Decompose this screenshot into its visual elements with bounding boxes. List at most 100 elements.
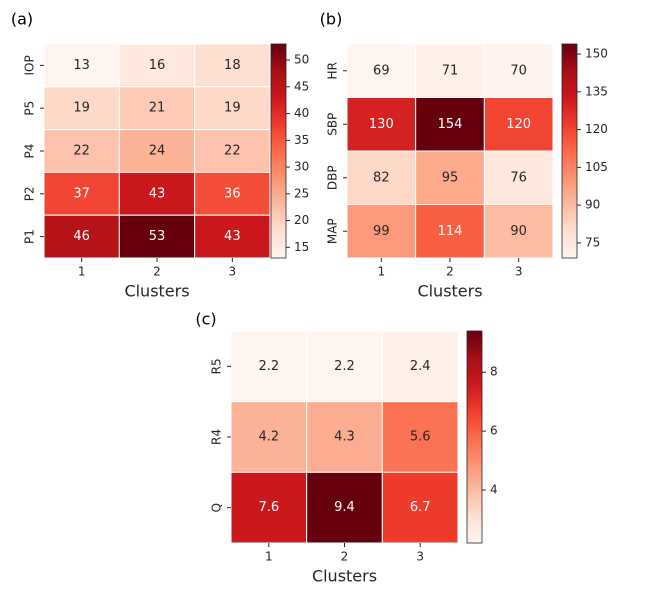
panel-a-x-tick-label: 2 xyxy=(153,265,161,279)
panel-a-cell-value: 16 xyxy=(149,58,166,73)
panel-c-cell xyxy=(306,330,383,403)
panel-a-cell xyxy=(194,43,271,88)
panel-c-label: (c) xyxy=(195,310,216,329)
panel-b-cell-value: 70 xyxy=(510,63,527,78)
panel-b-cell xyxy=(483,43,554,98)
panel-c-cell xyxy=(306,471,383,544)
panel-b-cell xyxy=(346,97,417,152)
panel-b-colorbar-tick-label: 90 xyxy=(585,198,600,212)
panel-c-y-tick-label: R5 xyxy=(210,358,224,374)
panel-a-y-tick-label: P5 xyxy=(23,101,37,116)
panel-c-y-tick-label: R4 xyxy=(210,429,224,445)
panel-b-cell-value: 154 xyxy=(438,117,463,132)
panel-b-cell-value: 130 xyxy=(369,117,394,132)
panel-c-cell-value: 6.7 xyxy=(410,500,431,515)
panel-a-cell xyxy=(194,171,271,216)
panel-c-x-tick-label: 1 xyxy=(265,550,273,564)
panel-b-y-tick-label: DBP xyxy=(326,165,340,190)
panel-a-colorbar-tick-label: 50 xyxy=(294,53,309,67)
panel-a-cell-value: 43 xyxy=(149,186,166,201)
panel-a-cell-value: 13 xyxy=(73,58,90,73)
panel-b-cell-value: 76 xyxy=(510,170,527,185)
panel-a-label: (a) xyxy=(11,10,33,29)
panel-b-cell xyxy=(415,97,485,152)
panel-a-cell-value: 43 xyxy=(224,229,241,244)
panel-b-colorbar-tick-label: 105 xyxy=(585,160,608,174)
panel-a-cell-value: 46 xyxy=(73,229,90,244)
panel-a-x-tick-label: 3 xyxy=(229,265,237,279)
panel-c-cell-value: 4.3 xyxy=(334,430,355,445)
panel-a-cell-value: 36 xyxy=(224,186,241,201)
panel-b-label: (b) xyxy=(320,10,343,29)
panel-a-colorbar-tick-label: 35 xyxy=(294,133,309,147)
panel-b-cell-value: 82 xyxy=(373,170,390,185)
panel-c-cell-value: 9.4 xyxy=(334,500,355,515)
panel-c-cell xyxy=(306,401,383,473)
panel-a-cell-value: 18 xyxy=(224,58,241,73)
panel-b-cell-value: 99 xyxy=(373,224,390,239)
panel-c-cell xyxy=(381,471,459,544)
panel-a-cell xyxy=(43,43,120,88)
panel-b-colorbar-tick-label: 135 xyxy=(585,84,608,98)
panel-b-cell-value: 120 xyxy=(506,117,531,132)
panel-c-x-axis-title: Clusters xyxy=(312,567,377,586)
panel-b-cell-value: 71 xyxy=(442,63,459,78)
panel-b-cell xyxy=(415,150,485,205)
panel-a-cell xyxy=(194,86,271,131)
panel-b-y-tick-label: HR xyxy=(326,62,340,79)
panel-c-cell-value: 7.6 xyxy=(258,500,279,515)
panel-a-colorbar-tick-label: 40 xyxy=(294,106,309,120)
panel-c-cell xyxy=(381,330,459,403)
panel-c-y-tick-label: Q xyxy=(210,503,224,512)
panel-c-colorbar-tick-label: 4 xyxy=(490,483,498,497)
panel-a-cell-value: 37 xyxy=(73,186,90,201)
panel-b-colorbar-tick-label: 75 xyxy=(585,235,600,249)
panel-b-x-tick-label: 2 xyxy=(446,265,454,279)
panel-c-cell-value: 2.2 xyxy=(258,359,279,374)
panel-c-x-tick-label: 2 xyxy=(341,550,349,564)
panel-c-cell-value: 5.6 xyxy=(410,430,431,445)
panel-b-x-axis-title: Clusters xyxy=(417,282,482,301)
panel-a-cell-value: 22 xyxy=(224,144,241,159)
panel-c-x-tick-label: 3 xyxy=(416,550,424,564)
panel-c-colorbar-tick-label: 8 xyxy=(490,365,498,379)
panel-a-x-axis-title: Clusters xyxy=(124,282,189,301)
panel-b-cell xyxy=(483,97,554,152)
panel-a-cell xyxy=(43,171,120,216)
panel-b-cell xyxy=(415,43,485,98)
panel-c-colorbar xyxy=(466,330,483,544)
panel-a-x-tick-label: 1 xyxy=(78,265,86,279)
panel-b-y-tick-label: MAP xyxy=(326,218,340,244)
panel-b-cell xyxy=(483,204,554,259)
panel-b-x-tick-label: 3 xyxy=(515,265,523,279)
panel-b-y-tick-label: SBP xyxy=(326,113,340,136)
panel-a-colorbar-tick-label: 20 xyxy=(294,213,309,227)
panel-b-x-tick-label: 1 xyxy=(378,265,386,279)
panel-a-y-tick-label: P1 xyxy=(23,229,37,244)
panel-b-colorbar-tick-label: 120 xyxy=(585,122,608,136)
panel-a-y-tick-label: IOP xyxy=(23,55,37,75)
panel-a-colorbar-tick-label: 45 xyxy=(294,79,309,93)
panel-c-colorbar-tick-label: 6 xyxy=(490,424,498,438)
panel-b-cell-value: 90 xyxy=(510,224,527,239)
panel-a-cell-value: 24 xyxy=(149,144,166,159)
panel-b-cell-value: 95 xyxy=(442,170,459,185)
panel-a-y-tick-label: P4 xyxy=(23,144,37,159)
panel-c-cell xyxy=(381,401,459,473)
panel-a-colorbar-tick-label: 25 xyxy=(294,186,309,200)
panel-b-colorbar xyxy=(561,43,578,259)
panel-b-cell-value: 114 xyxy=(438,224,463,239)
panel-b-colorbar-tick-label: 150 xyxy=(585,47,608,61)
panel-a-colorbar xyxy=(270,43,287,259)
panel-a-cell xyxy=(118,43,196,88)
panel-a-cell-value: 53 xyxy=(149,229,166,244)
panel-a-colorbar-tick-label: 30 xyxy=(294,160,309,174)
panel-a-cell-value: 19 xyxy=(73,101,90,116)
panel-c-cell-value: 2.4 xyxy=(410,359,431,374)
panel-a-y-tick-label: P2 xyxy=(23,186,37,201)
panel-b-cell xyxy=(415,204,485,259)
panel-c-cell-value: 4.2 xyxy=(258,430,279,445)
panel-a-cell xyxy=(118,214,196,259)
panel-a-cell-value: 21 xyxy=(149,101,166,116)
panel-a-cell xyxy=(118,129,196,173)
